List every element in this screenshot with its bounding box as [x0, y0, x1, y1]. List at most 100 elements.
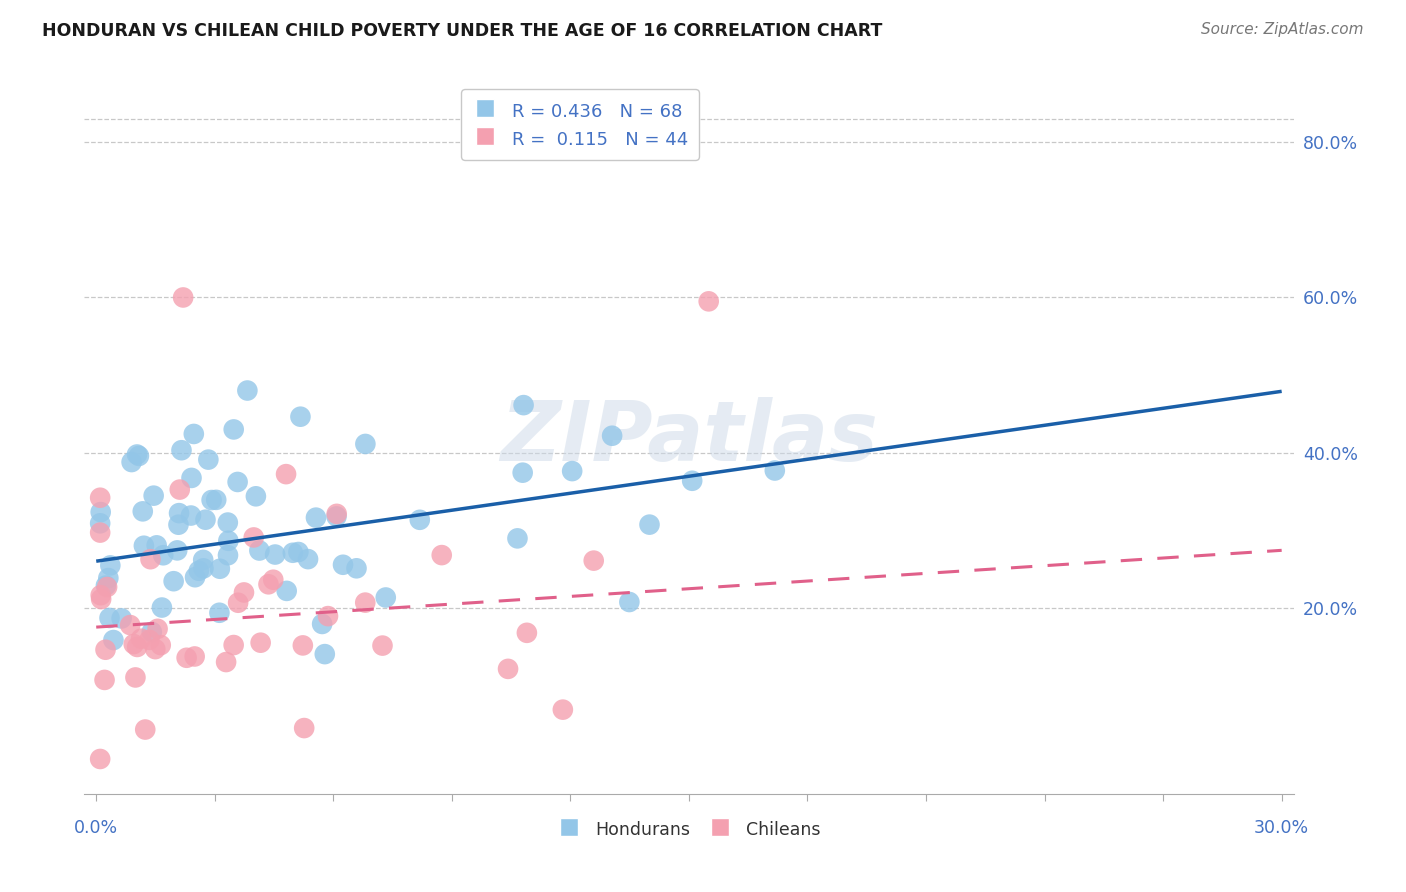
Point: [551, 703, 574, 717]
Point: [90, 588, 112, 602]
Point: [93, 673, 115, 687]
Point: [180, 508, 202, 523]
Point: [222, 422, 245, 436]
Point: [287, 545, 309, 559]
Point: [176, 650, 198, 665]
Point: [89, 525, 111, 540]
Point: [292, 721, 315, 735]
Point: [274, 467, 297, 482]
Text: Source: ZipAtlas.com: Source: ZipAtlas.com: [1201, 22, 1364, 37]
Point: [111, 611, 134, 625]
Point: [166, 543, 188, 558]
Point: [146, 622, 169, 636]
Point: [681, 474, 703, 488]
Point: [145, 538, 167, 552]
Point: [217, 533, 239, 548]
Point: [305, 510, 328, 524]
Point: [162, 574, 184, 589]
Point: [311, 617, 333, 632]
Point: [184, 570, 207, 584]
Point: [346, 561, 368, 575]
Point: [89, 491, 111, 505]
Point: [582, 553, 605, 567]
Point: [222, 638, 245, 652]
Point: [94, 578, 117, 592]
Point: [249, 636, 271, 650]
Point: [98, 611, 121, 625]
Point: [183, 649, 205, 664]
Point: [638, 517, 661, 532]
Point: [281, 546, 304, 560]
Point: [332, 558, 354, 572]
Point: [89, 516, 111, 531]
Point: [98, 558, 121, 573]
Point: [169, 483, 191, 497]
Point: [132, 504, 155, 518]
Point: [128, 449, 150, 463]
Point: [103, 633, 125, 648]
Point: [167, 517, 190, 532]
Point: [314, 647, 336, 661]
Point: [247, 543, 270, 558]
Point: [138, 632, 160, 647]
Point: [142, 489, 165, 503]
Point: [127, 640, 149, 654]
Point: [97, 571, 120, 585]
Point: [124, 670, 146, 684]
Point: [291, 639, 314, 653]
Point: [409, 513, 432, 527]
Point: [201, 493, 224, 508]
Point: [262, 573, 284, 587]
Point: [371, 639, 394, 653]
Text: 30.0%: 30.0%: [1254, 819, 1309, 837]
Point: [129, 632, 152, 646]
Point: [141, 624, 163, 639]
Point: [297, 552, 319, 566]
Point: [152, 548, 174, 562]
Point: [187, 564, 209, 578]
Point: [600, 429, 623, 443]
Point: [143, 642, 166, 657]
Point: [354, 437, 377, 451]
Point: [512, 466, 534, 480]
Point: [180, 471, 202, 485]
Point: [208, 606, 231, 620]
Point: [561, 464, 583, 478]
Point: [763, 463, 786, 477]
Point: [122, 637, 145, 651]
Point: [90, 505, 112, 519]
Point: [167, 506, 190, 520]
Point: [89, 752, 111, 766]
Point: [236, 384, 259, 398]
Point: [194, 513, 217, 527]
Point: [125, 448, 148, 462]
Point: [172, 290, 194, 304]
Point: [264, 548, 287, 562]
Point: [94, 642, 117, 657]
Text: 0.0%: 0.0%: [75, 819, 118, 837]
Point: [325, 507, 347, 521]
Point: [512, 398, 534, 412]
Point: [226, 475, 249, 489]
Point: [139, 552, 162, 566]
Point: [496, 662, 519, 676]
Point: [134, 723, 156, 737]
Point: [374, 591, 396, 605]
Point: [205, 492, 228, 507]
Point: [245, 489, 267, 503]
Point: [183, 426, 205, 441]
Point: [217, 548, 239, 562]
Point: [430, 548, 453, 562]
Point: [208, 562, 231, 576]
Point: [121, 455, 143, 469]
Legend: Hondurans, Chileans: Hondurans, Chileans: [550, 812, 828, 846]
Point: [354, 596, 377, 610]
Point: [325, 509, 347, 524]
Point: [516, 625, 538, 640]
Point: [233, 585, 256, 599]
Point: [257, 577, 280, 591]
Point: [193, 553, 215, 567]
Point: [150, 600, 173, 615]
Point: [96, 580, 118, 594]
Point: [90, 592, 112, 607]
